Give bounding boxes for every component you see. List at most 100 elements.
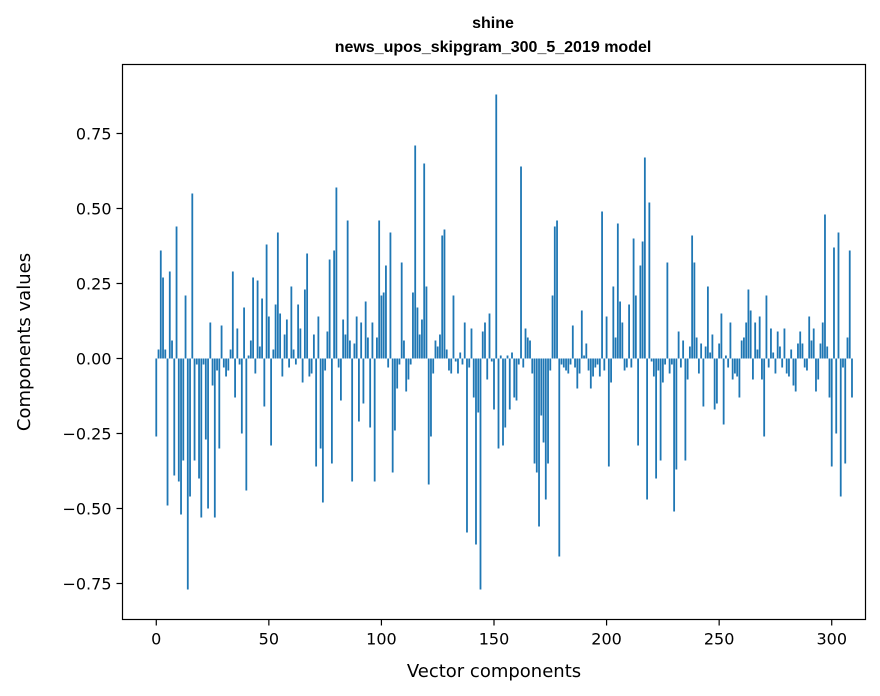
bar — [382, 292, 385, 359]
x-tick-label: 0 — [151, 630, 161, 649]
bar — [781, 358, 784, 368]
bar — [270, 358, 272, 446]
bar — [535, 358, 538, 473]
bar — [558, 358, 561, 557]
bar — [220, 325, 223, 359]
bar — [815, 358, 817, 392]
bar — [484, 322, 486, 359]
bar — [610, 358, 612, 383]
bar — [770, 328, 772, 359]
bar — [216, 358, 218, 371]
bar — [727, 358, 730, 368]
bars-group — [155, 94, 853, 590]
bar — [488, 313, 491, 359]
bar — [481, 331, 484, 359]
x-tick-label: 200 — [591, 630, 622, 649]
x-tick-label: 250 — [704, 630, 735, 649]
bar — [452, 295, 455, 359]
bar — [745, 322, 748, 359]
bar — [743, 337, 745, 359]
bar — [797, 343, 799, 359]
bar — [589, 358, 592, 389]
bar — [596, 358, 599, 365]
bar — [479, 358, 482, 590]
bar — [544, 358, 547, 500]
bar — [513, 358, 516, 398]
bar — [700, 343, 703, 359]
bar — [294, 358, 297, 365]
bar — [299, 328, 302, 359]
bar — [731, 358, 734, 380]
bar — [718, 343, 721, 359]
bar — [434, 340, 437, 359]
bar — [851, 358, 853, 398]
bar — [330, 358, 333, 464]
bar — [752, 358, 754, 380]
bar — [193, 358, 196, 461]
bar — [533, 358, 536, 464]
bar — [785, 358, 788, 374]
bar — [459, 352, 462, 359]
bar — [754, 322, 757, 359]
bar — [450, 358, 453, 374]
bar — [443, 229, 446, 359]
bar — [400, 262, 403, 359]
bar — [761, 358, 763, 380]
bar — [587, 358, 590, 371]
bar — [166, 358, 169, 506]
bar — [551, 295, 554, 359]
x-tick-label: 150 — [479, 630, 510, 649]
bar — [779, 346, 781, 359]
bar — [180, 358, 182, 515]
bar — [369, 358, 372, 428]
bar — [679, 358, 682, 368]
bar — [414, 145, 417, 359]
bar — [812, 328, 815, 359]
bar — [540, 358, 543, 416]
bar — [511, 352, 513, 359]
bar — [427, 358, 430, 485]
bar — [387, 358, 390, 368]
bar — [376, 337, 378, 359]
bar — [553, 226, 556, 359]
bar — [198, 358, 200, 479]
bar — [508, 358, 511, 410]
bar — [373, 358, 376, 482]
bar — [734, 358, 736, 374]
bar — [207, 358, 209, 509]
bar — [580, 310, 583, 359]
bar — [817, 358, 820, 380]
bar — [254, 358, 257, 374]
bar — [425, 286, 428, 359]
bar — [209, 322, 212, 359]
bar — [668, 358, 671, 374]
bar — [835, 358, 838, 434]
bar — [709, 352, 712, 359]
bar — [675, 358, 678, 470]
bar — [261, 298, 263, 359]
bar — [830, 358, 833, 467]
bar — [803, 358, 806, 368]
bar — [486, 358, 489, 380]
bar — [547, 358, 549, 464]
bar — [844, 358, 847, 464]
bar — [522, 358, 525, 368]
bar — [445, 349, 448, 359]
bar — [405, 358, 408, 392]
x-tick-label: 100 — [366, 630, 397, 649]
bar — [576, 358, 579, 389]
y-tick-label: 0.00 — [76, 350, 112, 369]
y-tick-label: −0.50 — [62, 500, 111, 519]
bar — [229, 349, 232, 359]
bar — [583, 355, 585, 359]
bar — [592, 358, 594, 377]
bar — [355, 316, 358, 359]
bar — [283, 334, 286, 359]
bar — [799, 331, 802, 359]
bar — [236, 328, 239, 359]
bar — [810, 340, 813, 359]
bar — [794, 358, 797, 392]
bar — [684, 358, 687, 461]
bar — [324, 358, 327, 371]
